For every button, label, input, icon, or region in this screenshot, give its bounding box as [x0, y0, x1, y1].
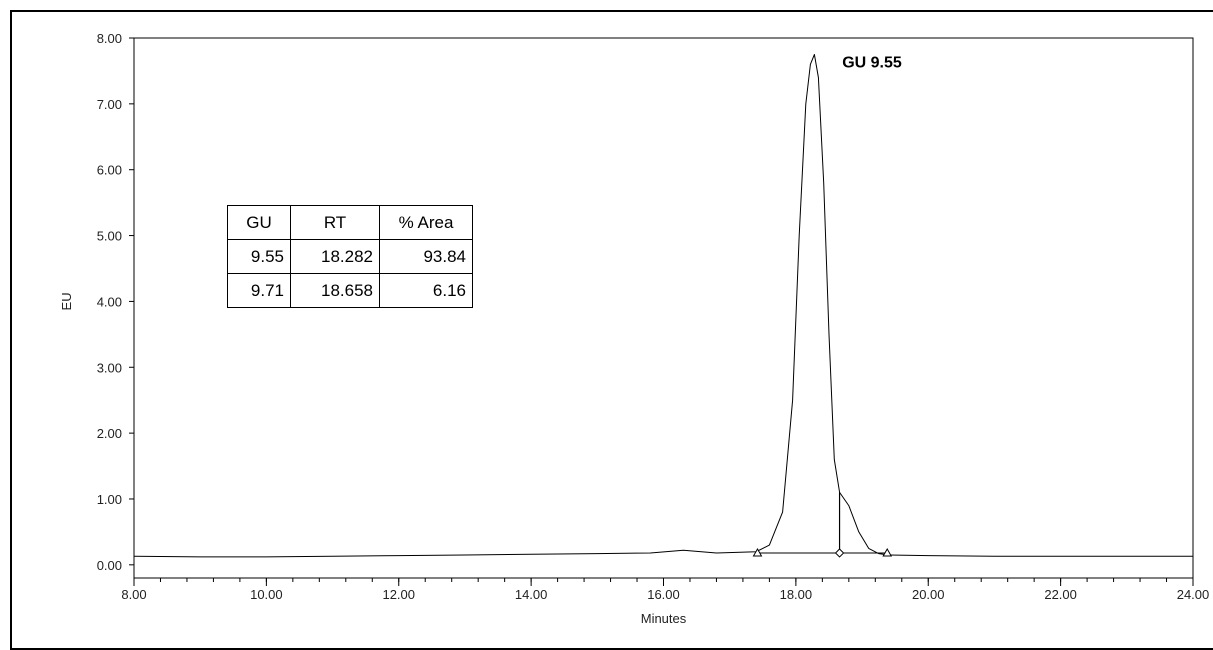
valley-marker: [834, 548, 845, 558]
peak-start-end-marker: [752, 547, 763, 557]
y-axis-title: EU: [59, 292, 74, 310]
x-tick-label: 10.00: [250, 587, 283, 602]
x-tick-label: 20.00: [912, 587, 945, 602]
x-tick-label: 24.00: [1177, 587, 1210, 602]
cell-area: 93.84: [379, 239, 473, 274]
plot-area: [133, 37, 1194, 579]
table-header-row: GU RT % Area: [227, 205, 473, 240]
y-tick-label: 6.00: [97, 163, 122, 178]
header-rt: RT: [290, 205, 380, 240]
signal-trace: [133, 54, 1193, 558]
x-axis-title: Minutes: [641, 611, 687, 626]
cell-area: 6.16: [379, 273, 473, 308]
peak-annotation: GU 9.55: [842, 55, 902, 72]
y-tick-label: 4.00: [97, 294, 122, 309]
y-tick-label: 5.00: [97, 229, 122, 244]
chromatogram-chart: 8.00 10.00 12.00 14.00 16.00 18.00 20.00 22.00 2…: [59, 31, 1210, 626]
header-gu: GU: [227, 205, 291, 240]
table-row: 9.71 18.658 6.16: [227, 273, 473, 308]
x-tick-label: 8.00: [121, 587, 146, 602]
y-tick-label: 0.00: [97, 558, 122, 573]
y-tick-label: 2.00: [97, 426, 122, 441]
peak-table: GU RT % Area 9.55 18.282 93.84 9.71 18.6…: [227, 205, 473, 308]
y-tick-label: 8.00: [97, 31, 122, 46]
x-tick-label: 16.00: [647, 587, 680, 602]
x-tick-label: 18.00: [780, 587, 813, 602]
cell-gu: 9.71: [227, 273, 291, 308]
y-tick-label: 3.00: [97, 360, 122, 375]
header-area: % Area: [379, 205, 473, 240]
x-tick-label: 14.00: [515, 587, 548, 602]
x-tick-label: 12.00: [382, 587, 415, 602]
table-row: 9.55 18.282 93.84: [227, 239, 473, 274]
y-tick-label: 7.00: [97, 97, 122, 112]
peak-start-end-marker: [882, 547, 893, 557]
cell-rt: 18.658: [290, 273, 380, 308]
cell-rt: 18.282: [290, 239, 380, 274]
cell-gu: 9.55: [227, 239, 291, 274]
x-tick-label: 22.00: [1044, 587, 1077, 602]
y-tick-label: 1.00: [97, 492, 122, 507]
